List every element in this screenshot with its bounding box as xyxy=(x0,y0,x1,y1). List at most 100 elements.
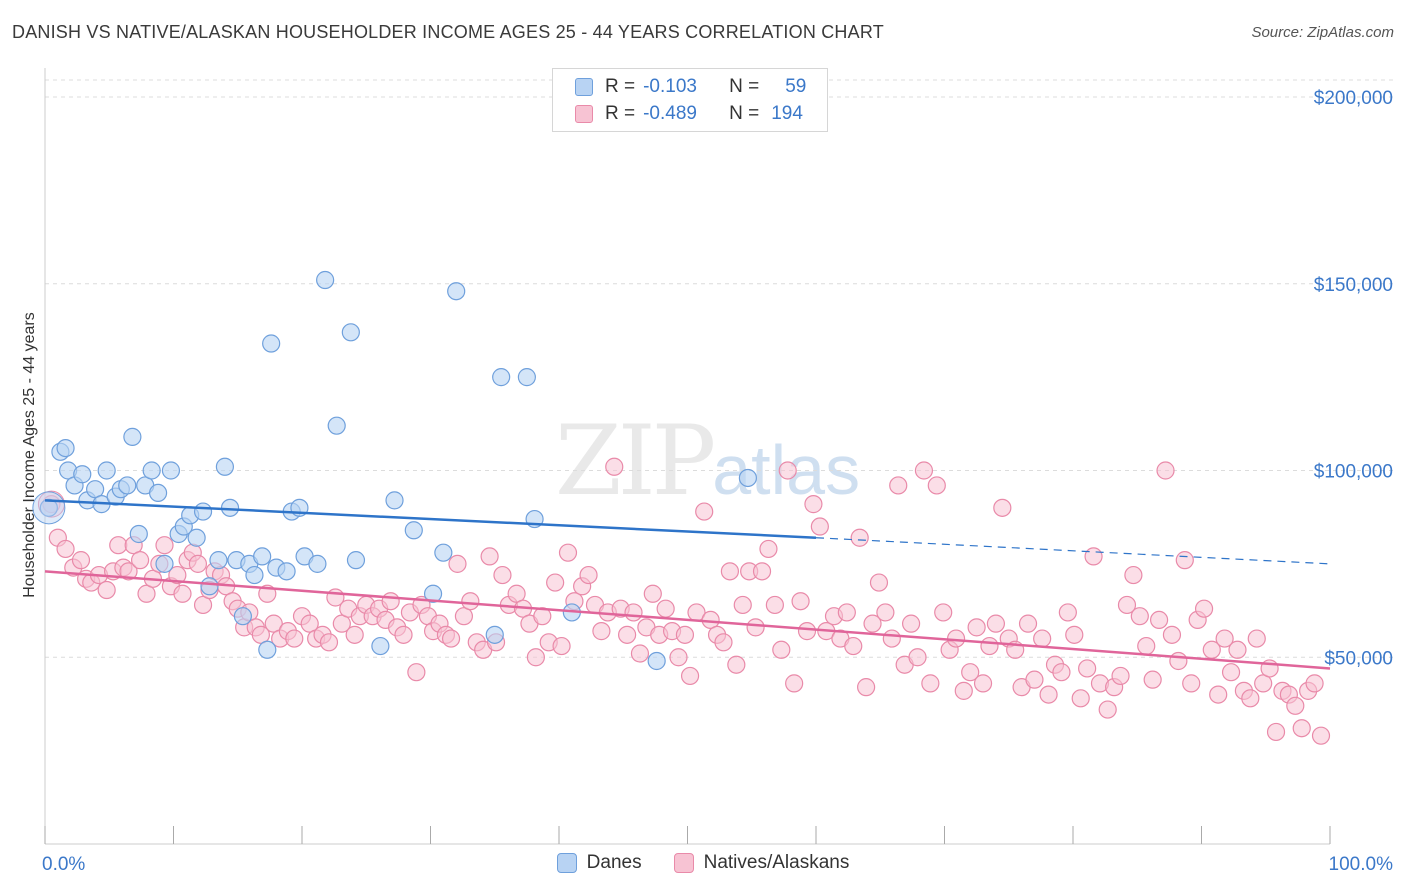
danes-point xyxy=(434,543,453,562)
chart-title: DANISH VS NATIVE/ALASKAN HOUSEHOLDER INC… xyxy=(12,22,884,42)
natives-point xyxy=(1215,629,1234,648)
natives-point xyxy=(1305,674,1324,693)
natives-point xyxy=(876,603,895,622)
watermark-zip: ZIP xyxy=(555,405,716,517)
danes-swatch xyxy=(575,78,593,96)
natives-point xyxy=(1266,722,1286,742)
natives-point xyxy=(579,565,598,585)
natives-point xyxy=(1078,659,1097,678)
natives-point xyxy=(967,618,986,637)
natives-point xyxy=(785,674,804,693)
x-tick-label-max: 100.0% xyxy=(1329,854,1394,875)
natives-point xyxy=(1124,565,1143,585)
natives-point xyxy=(857,678,876,697)
natives-trend-line xyxy=(44,570,1331,670)
natives-point xyxy=(533,607,552,626)
natives-point xyxy=(733,595,752,615)
danes-point-large xyxy=(32,491,66,525)
natives-point xyxy=(71,551,91,570)
natives-point xyxy=(680,666,700,686)
r-value: -0.103 xyxy=(643,76,697,97)
natives-points xyxy=(37,457,1331,745)
natives-point xyxy=(934,603,953,622)
natives-point xyxy=(109,536,128,555)
natives-point xyxy=(993,498,1012,517)
natives-point xyxy=(986,614,1006,633)
natives-point xyxy=(927,476,946,495)
natives-point xyxy=(1241,689,1260,708)
legend-item-danes[interactable]: Danes xyxy=(556,852,642,874)
danes-point xyxy=(155,554,174,573)
danes-point xyxy=(142,461,161,480)
natives-point xyxy=(168,565,187,585)
danes-point xyxy=(485,625,504,644)
natives-point xyxy=(394,625,413,644)
natives-point xyxy=(727,655,746,674)
natives-point xyxy=(119,562,138,581)
natives-point xyxy=(1058,603,1077,622)
stats-legend: R = -0.103 N = 59 R = -0.489 N = 194 xyxy=(552,68,828,132)
natives-point xyxy=(980,636,999,656)
danes-point xyxy=(447,282,466,301)
danes-point xyxy=(385,491,404,510)
natives-point xyxy=(461,592,480,611)
n-value: 194 xyxy=(771,103,803,124)
natives-point xyxy=(618,625,637,644)
axes xyxy=(44,68,1331,845)
natives-point xyxy=(804,495,823,514)
r-label: R = xyxy=(605,76,636,97)
natives-point xyxy=(1221,663,1241,682)
natives-legend-swatch xyxy=(673,853,694,873)
natives-point xyxy=(526,648,545,667)
natives-point xyxy=(914,461,934,480)
n-value: 59 xyxy=(785,76,807,97)
natives-point xyxy=(1033,629,1052,648)
natives-point xyxy=(480,547,499,566)
natives-point xyxy=(546,573,565,592)
danes-point xyxy=(56,438,75,458)
stats-row-danes: R = -0.103 N = 59 xyxy=(575,75,806,99)
natives-point xyxy=(714,633,733,652)
y-tick-label: $150,000 xyxy=(1314,275,1393,296)
watermark: ZIPatlas xyxy=(555,405,860,517)
natives-point xyxy=(882,629,901,648)
natives-point xyxy=(797,622,817,641)
natives-point xyxy=(56,539,75,559)
source-label: Source: ZipAtlas.com xyxy=(1251,24,1394,41)
series-legend: Danes Natives/Alaskans xyxy=(0,852,1406,874)
natives-point xyxy=(130,551,150,570)
danes-trend-line xyxy=(44,499,817,539)
natives-point xyxy=(908,648,927,667)
legend-item-natives[interactable]: Natives/Alaskans xyxy=(673,852,850,874)
natives-point xyxy=(624,603,643,622)
danes-point xyxy=(118,476,137,495)
natives-point xyxy=(97,580,116,600)
r-label: R = xyxy=(605,103,636,124)
danes-trend-extension xyxy=(815,537,1331,565)
danes-point xyxy=(371,636,390,656)
natives-point xyxy=(1065,625,1084,644)
danes-point xyxy=(123,427,142,446)
danes-point xyxy=(148,483,168,503)
tick-labels: $50,000 $100,000 $150,000 $200,000 0.0% 100.0… xyxy=(42,88,1393,875)
danes-point xyxy=(245,565,264,585)
danes-point xyxy=(209,551,228,570)
legend-label-natives: Natives/Alaskans xyxy=(703,852,850,873)
natives-point xyxy=(1182,674,1201,693)
natives-point xyxy=(837,603,856,622)
trend-lines xyxy=(44,499,1331,670)
natives-point xyxy=(954,681,973,700)
danes-point xyxy=(492,368,511,387)
natives-point xyxy=(1137,636,1156,656)
danes-point xyxy=(262,334,281,353)
natives-point xyxy=(791,592,810,611)
natives-point xyxy=(889,476,908,495)
natives-point xyxy=(1018,614,1038,633)
y-tick-label: $200,000 xyxy=(1314,88,1393,109)
natives-point xyxy=(772,640,791,659)
natives-point xyxy=(441,629,461,648)
natives-point xyxy=(778,461,797,480)
natives-point xyxy=(759,539,778,559)
natives-point xyxy=(850,528,869,547)
natives-point xyxy=(643,584,662,603)
